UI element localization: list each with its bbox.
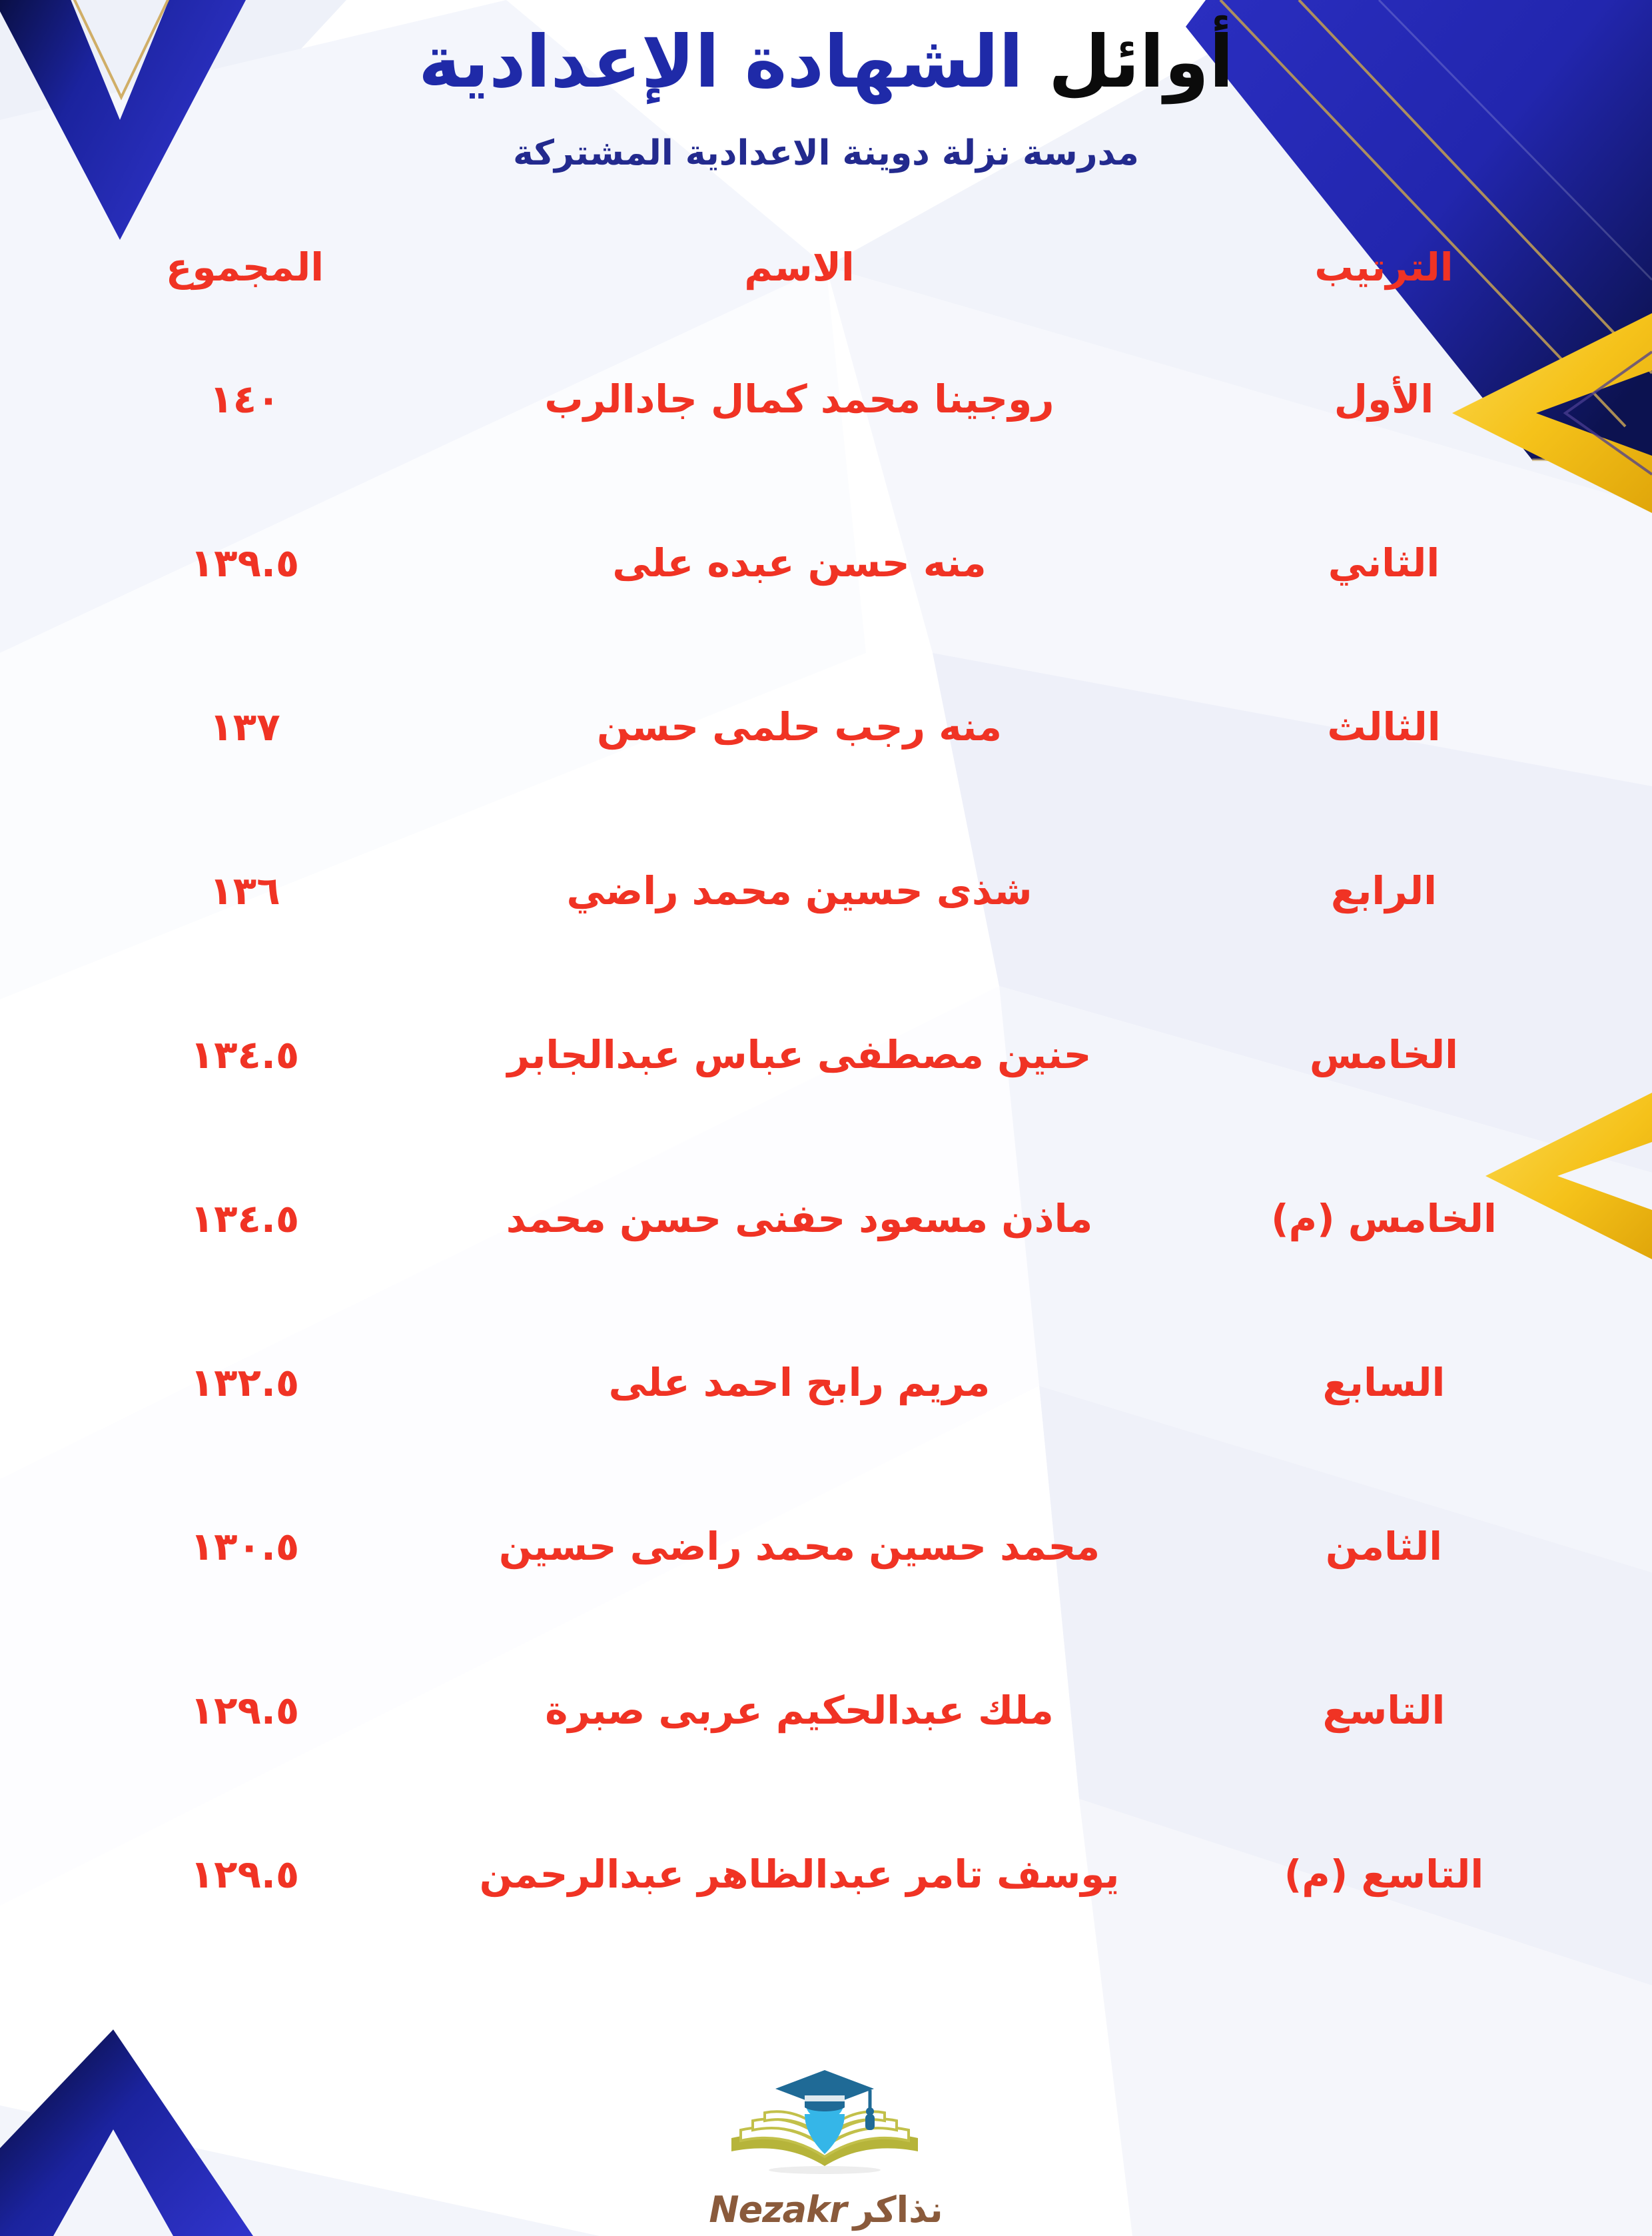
brand-latin: Nezakr bbox=[709, 2189, 847, 2231]
column-header-total: المجموع bbox=[165, 244, 324, 290]
cell-total: ١٣٢.٥ bbox=[190, 1359, 300, 1405]
poster-header: أوائل الشهادة الإعدادية مدرسة نزلة دوينة… bbox=[0, 0, 1652, 175]
column-header-rank: الترتيب bbox=[1314, 244, 1453, 290]
cell-total: ١٣٤.٥ bbox=[190, 1195, 300, 1241]
table-row: الأول روجينا محمد كمال جادالرب ١٤٠ bbox=[80, 317, 1579, 481]
school-name: مدرسة نزلة دوينة الاعدادية المشتركة bbox=[513, 133, 1139, 174]
cell-rank: الأول bbox=[1334, 376, 1434, 422]
cell-name: منه حسن عبده على bbox=[612, 540, 987, 586]
cell-name: يوسف تامر عبدالظاهر عبدالرحمن bbox=[479, 1851, 1120, 1897]
table-row: الخامس (م) ماذن مسعود حفنى حسن محمد ١٣٤.… bbox=[80, 1137, 1579, 1301]
cell-total: ١٢٩.٥ bbox=[190, 1851, 300, 1897]
cell-name: حنين مصطفى عباس عبدالجابر bbox=[507, 1031, 1092, 1077]
cell-rank: الخامس bbox=[1309, 1031, 1459, 1077]
cell-rank: الثالث bbox=[1327, 704, 1441, 750]
table-row: الخامس حنين مصطفى عباس عبدالجابر ١٣٤.٥ bbox=[80, 973, 1579, 1137]
ranking-table-container: الترتيب الاسم المجموع الأول روجينا محمد … bbox=[0, 217, 1652, 1956]
table-row: الثامن محمد حسين محمد راضى حسين ١٣٠.٥ bbox=[80, 1464, 1579, 1628]
ranking-table-body: الأول روجينا محمد كمال جادالرب ١٤٠ الثان… bbox=[80, 317, 1579, 1956]
cell-total: ١٢٩.٥ bbox=[190, 1687, 300, 1733]
table-row: الثاني منه حسن عبده على ١٣٩.٥ bbox=[80, 481, 1579, 645]
cell-name: شذى حسين محمد راضي bbox=[566, 867, 1032, 913]
table-row: الرابع شذى حسين محمد راضي ١٣٦ bbox=[80, 809, 1579, 973]
cell-name: ملك عبدالحكيم عربى صبرة bbox=[545, 1687, 1054, 1733]
cell-name: محمد حسين محمد راضى حسين bbox=[498, 1523, 1100, 1569]
table-header-row: الترتيب الاسم المجموع bbox=[80, 217, 1579, 317]
page-title: أوائل الشهادة الإعدادية bbox=[0, 20, 1652, 105]
brand-wordmark: Nezakr نذاكر bbox=[709, 2189, 943, 2231]
cell-rank: الثاني bbox=[1328, 540, 1440, 586]
table-row: التاسع (م) يوسف تامر عبدالظاهر عبدالرحمن… bbox=[80, 1792, 1579, 1956]
page-title-rest: الشهادة الإعدادية bbox=[418, 21, 1024, 104]
cell-name: مريم رابح احمد على bbox=[608, 1359, 991, 1405]
table-row: الثالث منه رجب حلمى حسن ١٣٧ bbox=[80, 645, 1579, 809]
footer-branding: Nezakr نذاكر bbox=[0, 2066, 1652, 2231]
page-title-lead: أوائل bbox=[1048, 21, 1234, 104]
cell-rank: التاسع (م) bbox=[1284, 1851, 1484, 1897]
table-row: السابع مريم رابح احمد على ١٣٢.٥ bbox=[80, 1301, 1579, 1464]
cell-name: ماذن مسعود حفنى حسن محمد bbox=[506, 1195, 1093, 1241]
cell-rank: السابع bbox=[1322, 1359, 1446, 1405]
table-row: التاسع ملك عبدالحكيم عربى صبرة ١٢٩.٥ bbox=[80, 1628, 1579, 1792]
cell-total: ١٣٩.٥ bbox=[190, 540, 300, 586]
cell-rank: الثامن bbox=[1325, 1523, 1443, 1569]
graduate-book-logo-icon bbox=[731, 2070, 918, 2174]
cell-total: ١٣٤.٥ bbox=[190, 1031, 300, 1077]
ranking-table: الترتيب الاسم المجموع الأول روجينا محمد … bbox=[80, 217, 1579, 1956]
cell-total: ١٣٧ bbox=[209, 704, 280, 750]
cell-total: ١٤٠ bbox=[209, 376, 280, 422]
column-header-name: الاسم bbox=[744, 244, 855, 290]
brand-arabic: نذاكر bbox=[853, 2189, 944, 2231]
cell-name: روجينا محمد كمال جادالرب bbox=[544, 376, 1054, 422]
cell-total: ١٣٠.٥ bbox=[190, 1523, 300, 1569]
cell-total: ١٣٦ bbox=[209, 867, 280, 913]
cell-rank: الخامس (م) bbox=[1271, 1195, 1497, 1241]
cell-rank: الرابع bbox=[1330, 867, 1438, 913]
cell-name: منه رجب حلمى حسن bbox=[597, 704, 1002, 750]
cell-rank: التاسع bbox=[1322, 1687, 1446, 1733]
